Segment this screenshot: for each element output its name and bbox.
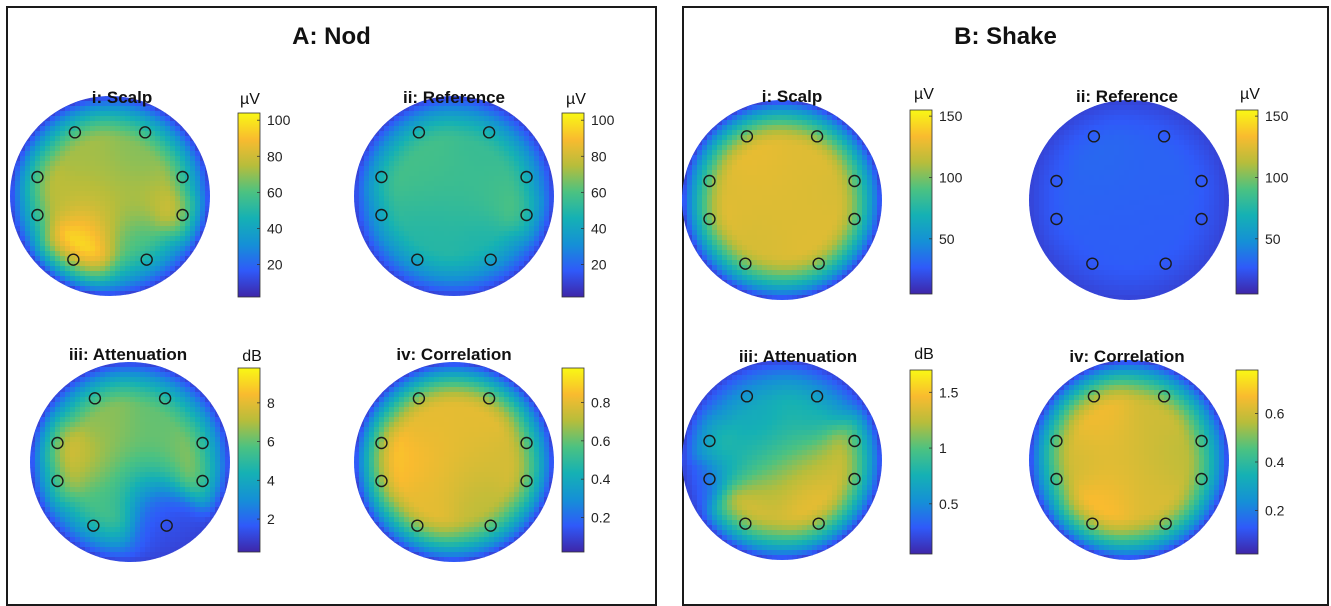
colorbar-tick-label: 0.2 bbox=[1265, 502, 1285, 518]
subplot-title: i: Scalp bbox=[762, 87, 822, 106]
topoplot-8: iv: Correlation 0.2 0.4 0.6 bbox=[1029, 347, 1285, 561]
topomap-surface bbox=[30, 362, 231, 563]
colorbar-tick-label: 40 bbox=[591, 220, 607, 236]
colorbar: 50 100 150 µV bbox=[910, 86, 963, 294]
colorbar-tick-label: 80 bbox=[591, 148, 607, 164]
colorbar-tick-label: 50 bbox=[939, 231, 955, 247]
colorbar-tick-label: 2 bbox=[267, 511, 275, 527]
topoplot-3: iii: Attenuation 2 4 6 8 dB bbox=[30, 345, 275, 563]
colorbar-tick-label: 1 bbox=[939, 440, 947, 456]
topoplot-2: ii: Reference 20 40 60 80 100 µV bbox=[354, 88, 615, 297]
colorbar-tick-label: 6 bbox=[267, 434, 275, 450]
colorbar: 0.5 1 1.5 dB bbox=[910, 346, 959, 554]
topomap-surface bbox=[1029, 100, 1230, 301]
colorbar-tick-label: 0.4 bbox=[1265, 454, 1285, 470]
subplot-title: iii: Attenuation bbox=[69, 345, 187, 364]
colorbar: 20 40 60 80 100 µV bbox=[562, 91, 615, 297]
topoplot-6: ii: Reference 50 100 150 µV bbox=[1029, 86, 1289, 301]
colorbar-tick-label: 8 bbox=[267, 395, 275, 411]
subplot-title: i: Scalp bbox=[92, 88, 152, 107]
colorbar-tick-label: 150 bbox=[1265, 108, 1289, 124]
subplot-title: ii: Reference bbox=[403, 88, 505, 107]
colorbar-unit-label: dB bbox=[242, 348, 262, 365]
topomap-surface bbox=[1029, 360, 1230, 561]
topoplot-7: iii: Attenuation 0.5 1 1.5 dB bbox=[682, 346, 959, 561]
colorbar-tick-label: 40 bbox=[267, 220, 283, 236]
topomap-surface bbox=[682, 100, 883, 301]
colorbar-unit-label: µV bbox=[914, 86, 934, 103]
colorbar: 2 4 6 8 dB bbox=[238, 348, 275, 552]
colorbar-tick-label: 20 bbox=[267, 257, 283, 273]
colorbar-unit-label: dB bbox=[914, 346, 934, 363]
colorbar-tick-label: 0.6 bbox=[591, 433, 611, 449]
topoplot-4: iv: Correlation 0.2 0.4 0.6 0.8 bbox=[354, 345, 611, 563]
subplot-title: iv: Correlation bbox=[1069, 347, 1184, 366]
topomap-surface bbox=[354, 96, 555, 297]
colorbar-unit-label: µV bbox=[240, 91, 260, 108]
colorbar-tick-label: 4 bbox=[267, 472, 275, 488]
colorbar-tick-label: 0.2 bbox=[591, 510, 611, 526]
colorbar-tick-label: 100 bbox=[591, 112, 615, 128]
colorbar-tick-label: 60 bbox=[267, 184, 283, 200]
colorbar-tick-label: 60 bbox=[591, 184, 607, 200]
colorbar: 50 100 150 µV bbox=[1236, 86, 1289, 294]
colorbar-tick-label: 100 bbox=[939, 169, 963, 185]
colorbar-tick-label: 0.5 bbox=[939, 496, 959, 512]
topoplot-1: i: Scalp 20 40 60 80 100 µV bbox=[10, 88, 291, 297]
colorbar-tick-label: 100 bbox=[1265, 169, 1289, 185]
topomap-surface bbox=[10, 96, 211, 297]
subplot-title: iv: Correlation bbox=[396, 345, 511, 364]
subplot-title: iii: Attenuation bbox=[739, 347, 857, 366]
colorbar-tick-label: 150 bbox=[939, 108, 963, 124]
colorbar-tick-label: 0.8 bbox=[591, 395, 611, 411]
topomap-surface bbox=[682, 360, 883, 561]
colorbar-tick-label: 0.6 bbox=[1265, 406, 1285, 422]
colorbar-tick-label: 80 bbox=[267, 148, 283, 164]
colorbar-tick-label: 50 bbox=[1265, 231, 1281, 247]
colorbar-tick-label: 20 bbox=[591, 257, 607, 273]
subplot-title: ii: Reference bbox=[1076, 87, 1178, 106]
topoplot-5: i: Scalp 50 100 150 µV bbox=[682, 86, 963, 301]
colorbar: 0.2 0.4 0.6 0.8 bbox=[562, 368, 611, 552]
colorbar-tick-label: 1.5 bbox=[939, 384, 959, 400]
colorbar: 20 40 60 80 100 µV bbox=[238, 91, 291, 297]
colorbar-unit-label: µV bbox=[1240, 86, 1260, 103]
topomap-surface bbox=[354, 362, 555, 563]
colorbar-tick-label: 0.4 bbox=[591, 471, 611, 487]
colorbar: 0.2 0.4 0.6 bbox=[1236, 370, 1285, 554]
colorbar-unit-label: µV bbox=[566, 91, 586, 108]
colorbar-tick-label: 100 bbox=[267, 112, 291, 128]
